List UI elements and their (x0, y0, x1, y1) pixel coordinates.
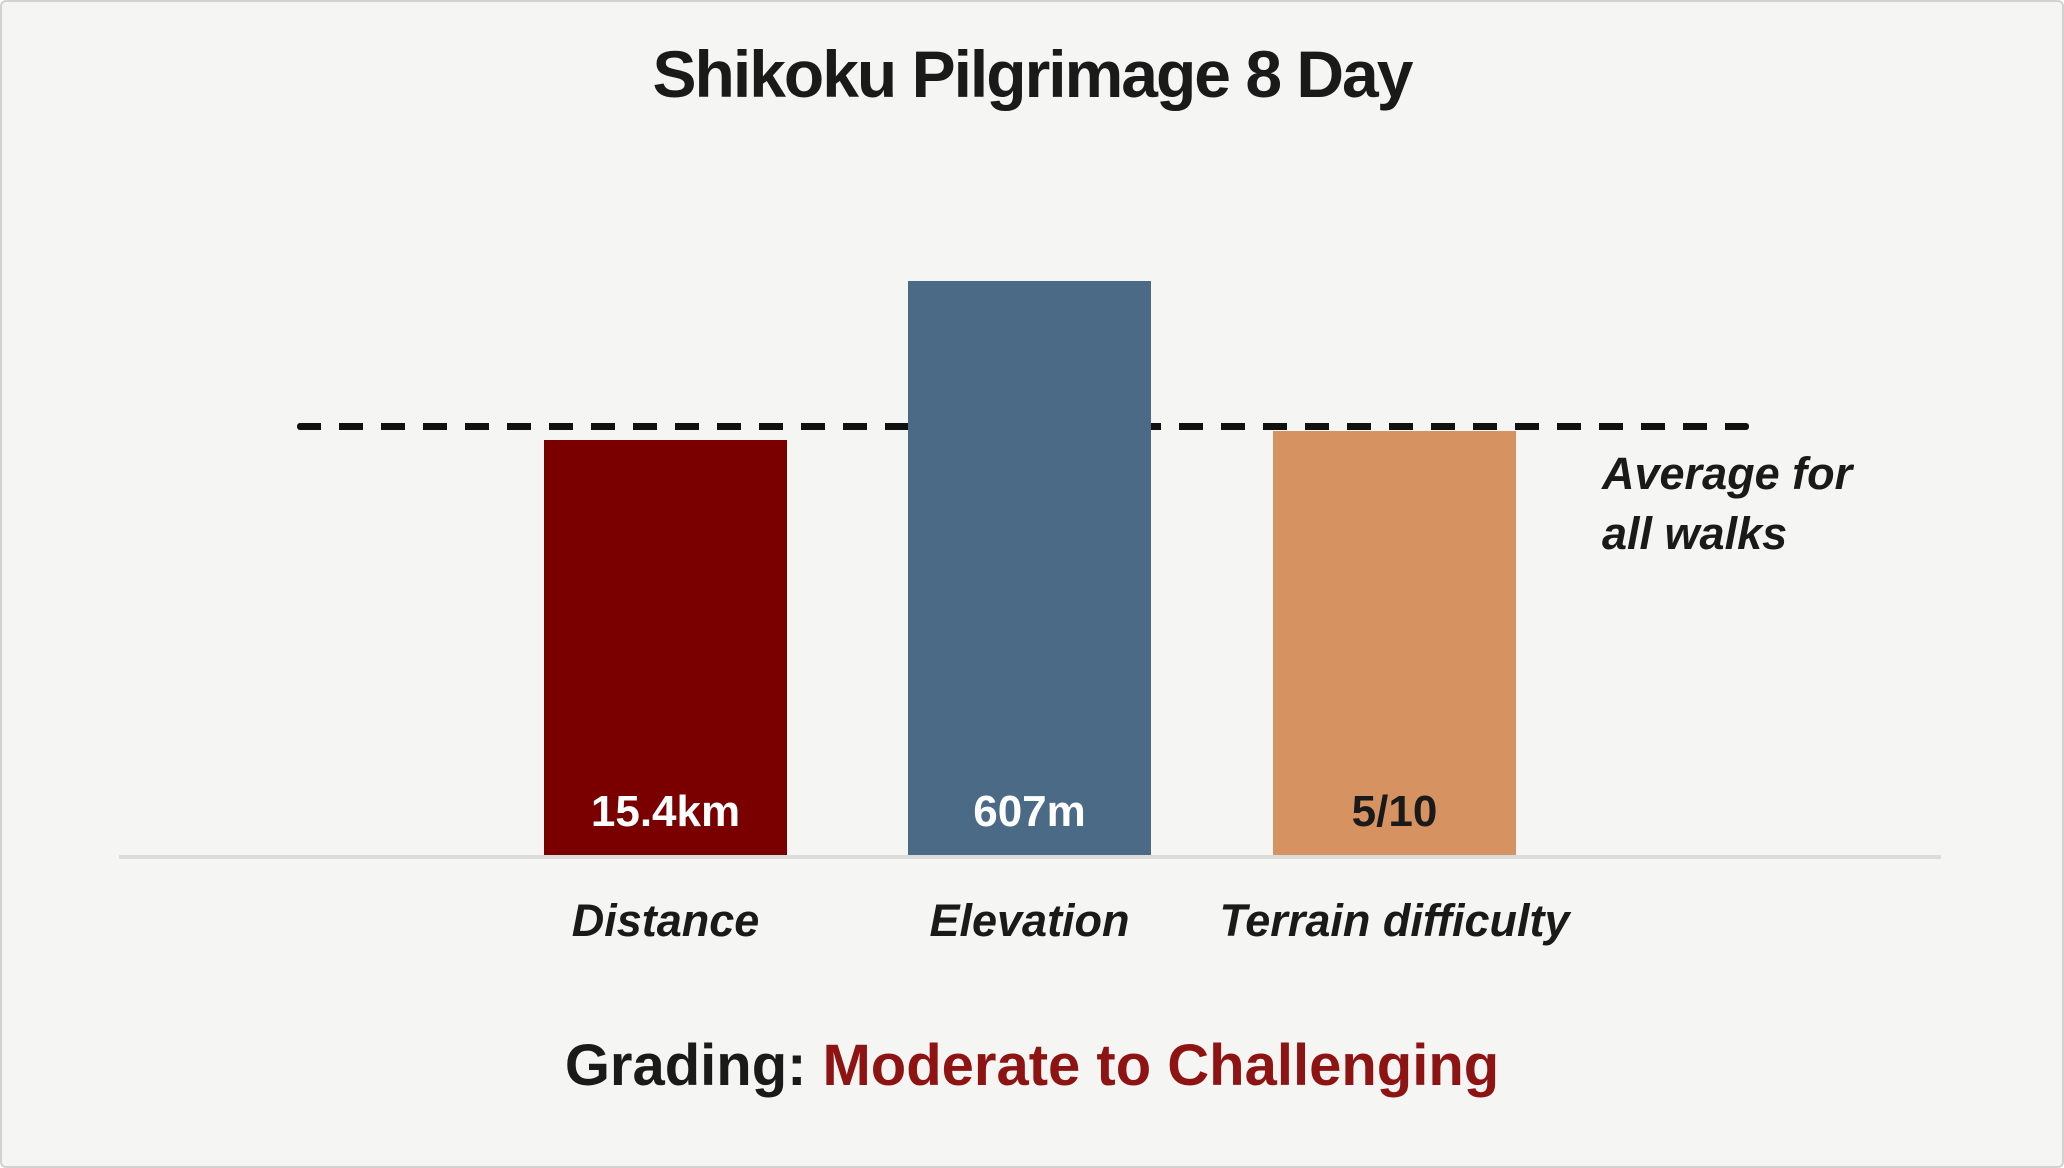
bar-value-terrain-difficulty: 5/10 (1351, 787, 1438, 836)
grading-text: Grading: Moderate to Challenging (2, 1032, 2062, 1099)
grading-prefix: Grading: (564, 1033, 807, 1098)
x-axis-baseline (119, 855, 1941, 859)
average-line-label-line1: Average for (1602, 448, 1853, 499)
bar-value-distance: 15.4km (590, 787, 741, 836)
bar-elevation: 607m (908, 281, 1151, 857)
category-label-distance: Distance (571, 895, 760, 946)
average-line-label: Average for all walks (1602, 444, 1852, 564)
bar-value-elevation: 607m (973, 787, 1086, 836)
bar-terrain-difficulty: 5/10 (1273, 431, 1516, 857)
average-line-label-line2: all walks (1602, 508, 1788, 559)
category-label-terrain-difficulty: Terrain difficulty (1219, 895, 1570, 946)
bar-distance: 15.4km (544, 440, 787, 857)
category-label-elevation: Elevation (929, 895, 1130, 946)
grading-value: Moderate to Challenging (822, 1033, 1500, 1098)
chart-title: Shikoku Pilgrimage 8 Day (652, 37, 1414, 111)
